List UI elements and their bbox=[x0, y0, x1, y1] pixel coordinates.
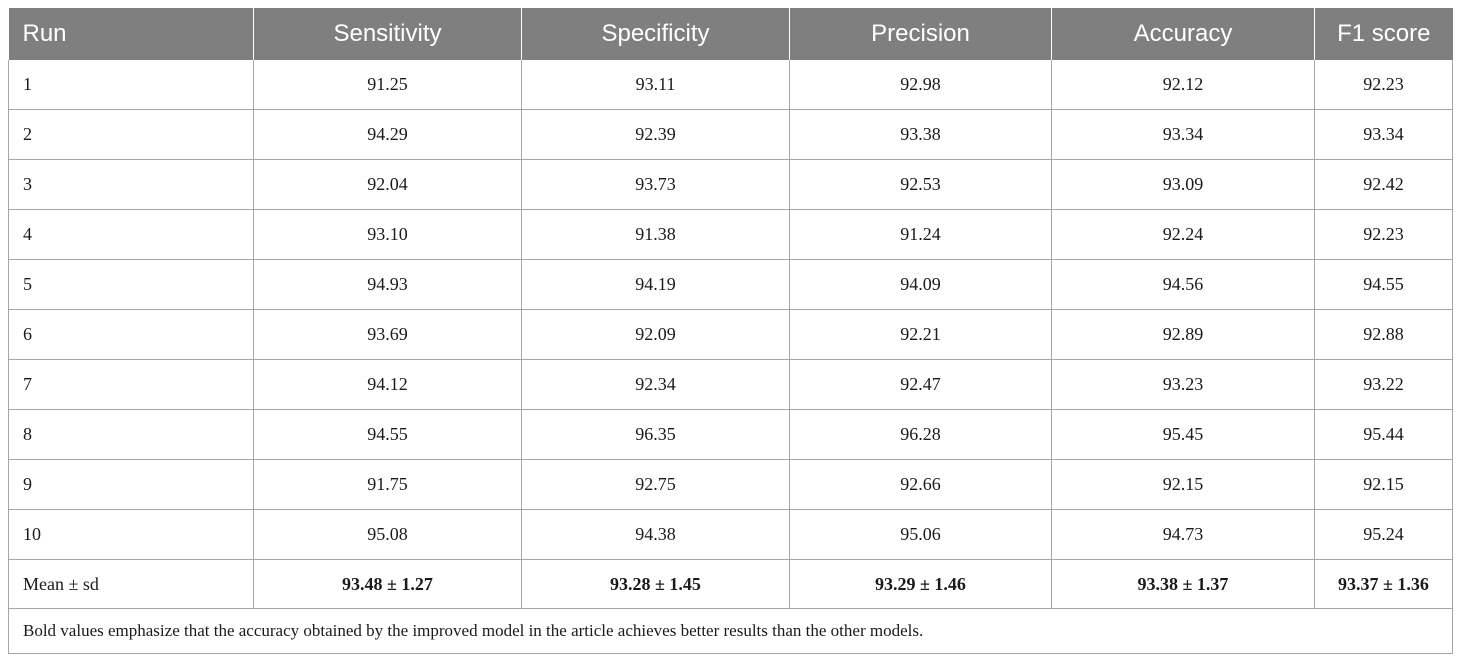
header-accuracy: Accuracy bbox=[1051, 8, 1315, 60]
mean-sd-row: Mean ± sd 93.48 ± 1.27 93.28 ± 1.45 93.2… bbox=[8, 559, 1453, 609]
cell-f1-score: 92.23 bbox=[1314, 60, 1453, 110]
footnote-row: Bold values emphasize that the accuracy … bbox=[8, 608, 1453, 654]
mean-precision: 93.29 ± 1.46 bbox=[789, 559, 1052, 609]
mean-sd-label: Mean ± sd bbox=[8, 559, 254, 609]
cell-f1-score: 92.23 bbox=[1314, 209, 1453, 260]
table-row: 6 93.69 92.09 92.21 92.89 92.88 bbox=[8, 309, 1453, 360]
cell-sensitivity: 92.04 bbox=[253, 159, 522, 210]
mean-f1-score: 93.37 ± 1.36 bbox=[1314, 559, 1453, 609]
cell-run: 3 bbox=[8, 159, 254, 210]
cell-accuracy: 92.15 bbox=[1051, 459, 1315, 510]
table-row: 8 94.55 96.35 96.28 95.45 95.44 bbox=[8, 409, 1453, 460]
table-row: 10 95.08 94.38 95.06 94.73 95.24 bbox=[8, 509, 1453, 560]
cell-specificity: 96.35 bbox=[521, 409, 790, 460]
mean-accuracy: 93.38 ± 1.37 bbox=[1051, 559, 1315, 609]
header-f1-score: F1 score bbox=[1314, 8, 1453, 60]
cell-f1-score: 95.44 bbox=[1314, 409, 1453, 460]
table-row: 1 91.25 93.11 92.98 92.12 92.23 bbox=[8, 60, 1453, 110]
cell-specificity: 93.11 bbox=[521, 60, 790, 110]
cell-specificity: 92.34 bbox=[521, 359, 790, 410]
cell-specificity: 92.39 bbox=[521, 109, 790, 160]
header-precision: Precision bbox=[789, 8, 1052, 60]
cell-precision: 92.66 bbox=[789, 459, 1052, 510]
cell-f1-score: 92.42 bbox=[1314, 159, 1453, 210]
cell-f1-score: 92.15 bbox=[1314, 459, 1453, 510]
header-row: Run Sensitivity Specificity Precision Ac… bbox=[8, 8, 1453, 60]
cell-run: 4 bbox=[8, 209, 254, 260]
cell-run: 7 bbox=[8, 359, 254, 410]
table-row: 5 94.93 94.19 94.09 94.56 94.55 bbox=[8, 259, 1453, 310]
cell-sensitivity: 94.93 bbox=[253, 259, 522, 310]
cell-accuracy: 94.73 bbox=[1051, 509, 1315, 560]
cell-sensitivity: 93.10 bbox=[253, 209, 522, 260]
cell-precision: 92.98 bbox=[789, 60, 1052, 110]
cell-precision: 96.28 bbox=[789, 409, 1052, 460]
cell-run: 1 bbox=[8, 60, 254, 110]
cell-accuracy: 93.34 bbox=[1051, 109, 1315, 160]
cell-f1-score: 95.24 bbox=[1314, 509, 1453, 560]
cell-accuracy: 92.89 bbox=[1051, 309, 1315, 360]
header-sensitivity: Sensitivity bbox=[253, 8, 522, 60]
header-run: Run bbox=[8, 8, 254, 60]
cell-accuracy: 92.24 bbox=[1051, 209, 1315, 260]
cell-accuracy: 94.56 bbox=[1051, 259, 1315, 310]
cell-sensitivity: 94.12 bbox=[253, 359, 522, 410]
cell-precision: 92.21 bbox=[789, 309, 1052, 360]
cell-specificity: 92.75 bbox=[521, 459, 790, 510]
cell-run: 2 bbox=[8, 109, 254, 160]
cell-f1-score: 94.55 bbox=[1314, 259, 1453, 310]
cell-f1-score: 92.88 bbox=[1314, 309, 1453, 360]
cell-accuracy: 95.45 bbox=[1051, 409, 1315, 460]
table-footnote: Bold values emphasize that the accuracy … bbox=[8, 608, 1453, 654]
cell-precision: 95.06 bbox=[789, 509, 1052, 560]
cell-specificity: 92.09 bbox=[521, 309, 790, 360]
cell-sensitivity: 95.08 bbox=[253, 509, 522, 560]
cell-run: 5 bbox=[8, 259, 254, 310]
cell-sensitivity: 93.69 bbox=[253, 309, 522, 360]
cell-sensitivity: 94.55 bbox=[253, 409, 522, 460]
cell-precision: 93.38 bbox=[789, 109, 1052, 160]
cell-precision: 91.24 bbox=[789, 209, 1052, 260]
mean-specificity: 93.28 ± 1.45 bbox=[521, 559, 790, 609]
results-table: Run Sensitivity Specificity Precision Ac… bbox=[8, 8, 1453, 654]
cell-precision: 92.53 bbox=[789, 159, 1052, 210]
cell-sensitivity: 91.75 bbox=[253, 459, 522, 510]
header-specificity: Specificity bbox=[521, 8, 790, 60]
cell-precision: 92.47 bbox=[789, 359, 1052, 410]
cell-f1-score: 93.22 bbox=[1314, 359, 1453, 410]
cell-accuracy: 93.23 bbox=[1051, 359, 1315, 410]
cell-accuracy: 92.12 bbox=[1051, 60, 1315, 110]
table-row: 7 94.12 92.34 92.47 93.23 93.22 bbox=[8, 359, 1453, 410]
cell-specificity: 94.19 bbox=[521, 259, 790, 310]
cell-sensitivity: 91.25 bbox=[253, 60, 522, 110]
cell-run: 6 bbox=[8, 309, 254, 360]
cell-f1-score: 93.34 bbox=[1314, 109, 1453, 160]
cell-run: 10 bbox=[8, 509, 254, 560]
mean-sensitivity: 93.48 ± 1.27 bbox=[253, 559, 522, 609]
cell-specificity: 91.38 bbox=[521, 209, 790, 260]
results-table-container: Run Sensitivity Specificity Precision Ac… bbox=[8, 8, 1453, 654]
cell-specificity: 93.73 bbox=[521, 159, 790, 210]
cell-sensitivity: 94.29 bbox=[253, 109, 522, 160]
cell-precision: 94.09 bbox=[789, 259, 1052, 310]
cell-accuracy: 93.09 bbox=[1051, 159, 1315, 210]
table-body: 1 91.25 93.11 92.98 92.12 92.23 2 94.29 … bbox=[8, 60, 1453, 654]
cell-run: 9 bbox=[8, 459, 254, 510]
cell-run: 8 bbox=[8, 409, 254, 460]
table-row: 2 94.29 92.39 93.38 93.34 93.34 bbox=[8, 109, 1453, 160]
table-row: 3 92.04 93.73 92.53 93.09 92.42 bbox=[8, 159, 1453, 210]
table-row: 4 93.10 91.38 91.24 92.24 92.23 bbox=[8, 209, 1453, 260]
cell-specificity: 94.38 bbox=[521, 509, 790, 560]
table-row: 9 91.75 92.75 92.66 92.15 92.15 bbox=[8, 459, 1453, 510]
